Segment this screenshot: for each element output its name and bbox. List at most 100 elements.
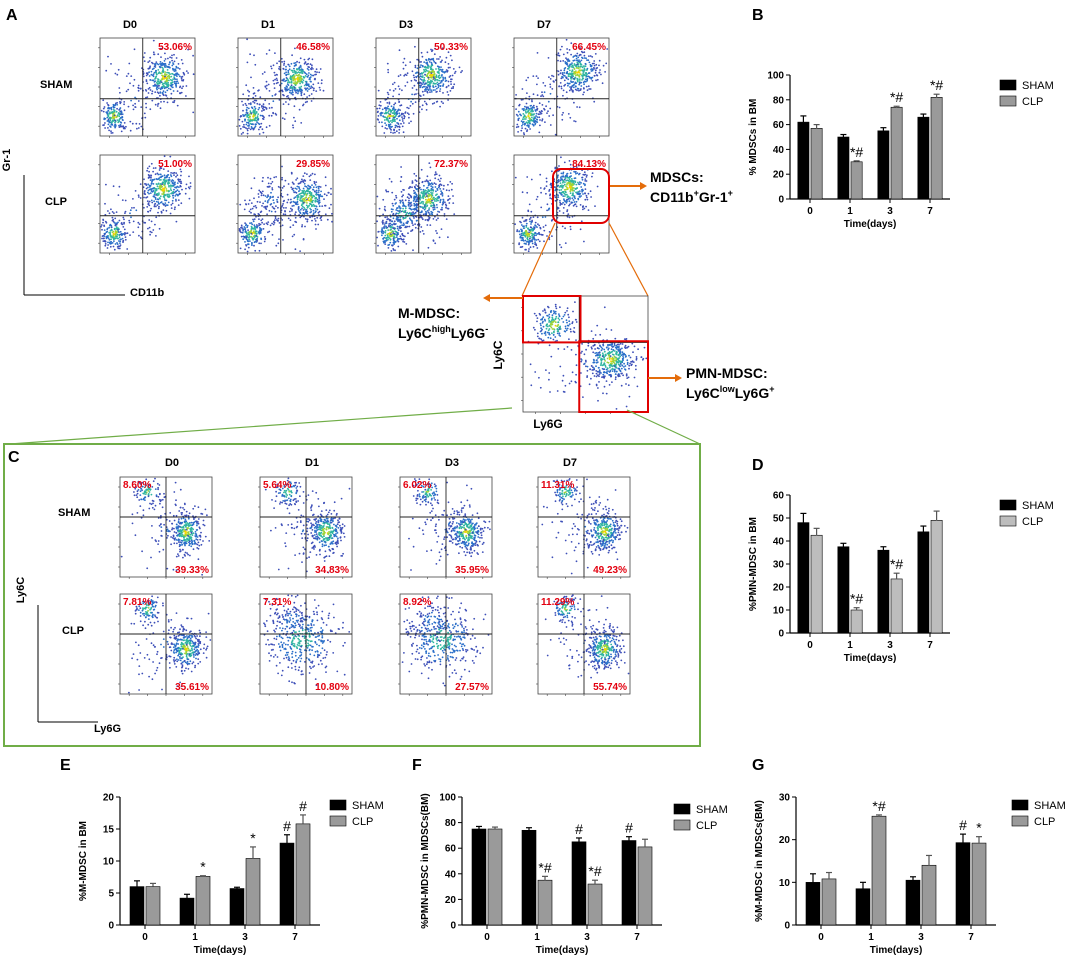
event-dot: [240, 231, 243, 234]
event-dot: [319, 195, 321, 198]
event-dot: [414, 101, 417, 103]
event-dot: [560, 178, 563, 181]
event-dot: [254, 63, 257, 66]
event-dot: [165, 180, 168, 183]
event-dot: [571, 69, 574, 72]
event-dot: [130, 99, 133, 102]
event-dot: [119, 242, 121, 245]
flow-plot-a-1-2: 72.37%: [374, 154, 472, 255]
event-dot: [182, 85, 185, 88]
event-dot: [270, 203, 273, 205]
event-dot: [161, 193, 164, 195]
event-dot: [430, 68, 433, 71]
event-dot: [286, 86, 289, 88]
event-dot: [409, 61, 412, 63]
event-dot: [256, 115, 259, 117]
event-dot: [574, 120, 577, 123]
event-dot: [117, 247, 120, 250]
event-dot: [318, 199, 321, 202]
event-dot: [169, 155, 172, 158]
event-dot: [405, 243, 408, 245]
event-dot: [439, 82, 442, 84]
event-dot: [296, 185, 299, 188]
event-dot: [122, 119, 124, 121]
event-dot: [392, 227, 395, 230]
event-dot: [170, 186, 172, 188]
event-dot: [152, 229, 155, 231]
event-dot: [305, 204, 308, 207]
event-dot: [331, 220, 333, 223]
event-dot: [404, 85, 407, 87]
event-dot: [248, 231, 251, 233]
event-dot: [421, 192, 424, 195]
event-dot: [315, 189, 318, 192]
event-dot: [405, 74, 408, 76]
event-dot: [145, 74, 148, 77]
event-dot: [314, 70, 317, 73]
event-dot: [430, 194, 433, 197]
event-dot: [317, 200, 319, 203]
event-dot: [192, 73, 195, 76]
event-dot: [320, 82, 323, 85]
event-dot: [161, 189, 164, 192]
event-dot: [303, 93, 306, 96]
event-dot: [386, 234, 389, 237]
event-dot: [421, 64, 424, 67]
event-dot: [104, 243, 107, 245]
event-dot: [301, 178, 303, 181]
event-dot: [145, 106, 148, 109]
event-dot: [529, 246, 532, 249]
event-dot: [177, 180, 180, 182]
event-dot: [424, 73, 426, 76]
event-dot: [123, 101, 126, 103]
event-dot: [144, 116, 147, 119]
event-dot: [188, 175, 190, 178]
event-dot: [392, 95, 394, 98]
event-dot: [155, 81, 158, 84]
event-dot: [406, 106, 409, 109]
event-dot: [260, 194, 263, 197]
event-dot: [446, 207, 449, 210]
event-dot: [448, 189, 451, 192]
event-dot: [573, 177, 576, 180]
event-dot: [431, 201, 434, 204]
event-dot: [157, 211, 159, 214]
event-dot: [320, 79, 323, 82]
event-dot: [119, 233, 121, 236]
event-dot: [563, 79, 566, 82]
event-dot: [425, 102, 428, 105]
event-dot: [152, 187, 155, 190]
event-dot: [294, 120, 297, 123]
event-dot: [156, 178, 159, 181]
event-dot: [169, 73, 172, 75]
event-dot: [554, 79, 557, 81]
event-dot: [573, 201, 576, 203]
event-dot: [451, 74, 454, 77]
event-dot: [127, 88, 130, 91]
event-dot: [530, 107, 533, 109]
event-dot: [179, 168, 182, 171]
event-dot: [148, 75, 151, 77]
event-dot: [302, 175, 305, 178]
event-dot: [436, 65, 439, 68]
event-dot: [148, 71, 151, 74]
event-dot: [412, 249, 414, 252]
event-dot: [569, 181, 571, 184]
event-dot: [404, 216, 407, 219]
event-dot: [527, 243, 530, 246]
event-dot: [424, 219, 427, 221]
event-dot: [560, 85, 563, 88]
event-dot: [266, 205, 269, 208]
event-dot: [292, 79, 295, 82]
event-dot: [293, 233, 296, 236]
event-dot: [292, 204, 295, 207]
event-dot: [238, 229, 241, 232]
event-dot: [277, 217, 280, 220]
event-dot: [387, 229, 390, 232]
event-dot: [388, 243, 391, 246]
event-dot: [147, 177, 150, 179]
event-dot: [114, 119, 117, 122]
event-dot: [316, 71, 318, 73]
event-dot: [577, 198, 580, 201]
event-dot: [113, 114, 116, 117]
